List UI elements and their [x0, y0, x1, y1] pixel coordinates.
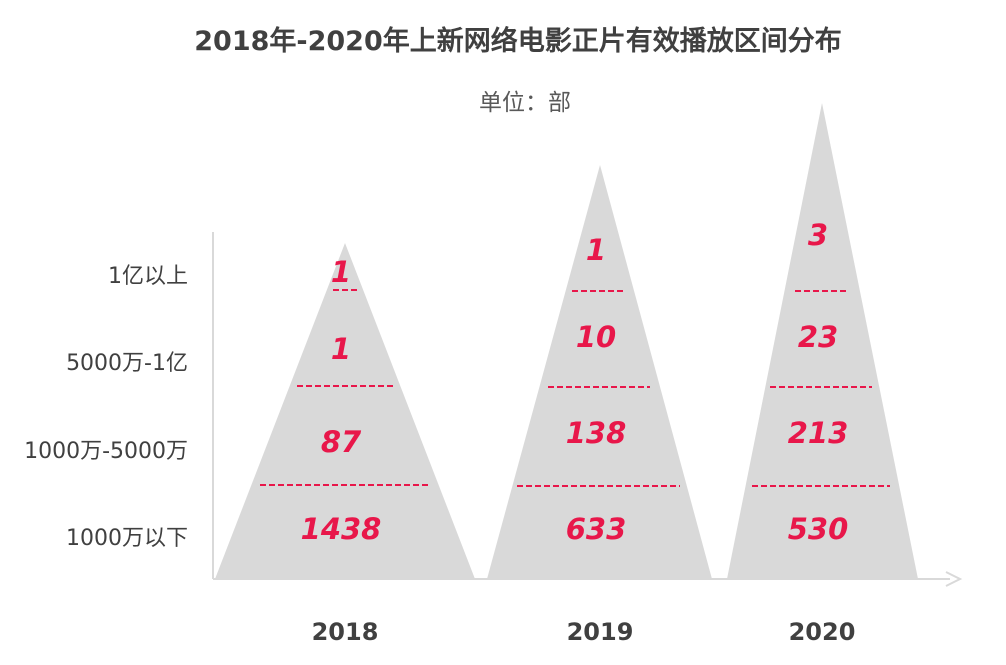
category-label: 1000万以下 — [66, 526, 188, 551]
value-label: 1 — [586, 233, 606, 267]
pyramid-2020 — [727, 103, 918, 579]
pyramid-2018 — [215, 243, 475, 579]
unit-label: 单位：部 — [479, 90, 571, 116]
category-label: 5000万-1亿 — [66, 351, 188, 376]
value-label: 23 — [798, 320, 838, 354]
year-label: 2018 — [312, 618, 379, 646]
x-axis-arrow-icon — [945, 571, 963, 587]
value-label: 10 — [576, 320, 616, 354]
value-label: 1 — [331, 255, 351, 289]
chart-title: 2018年-2020年上新网络电影正片有效播放区间分布 — [194, 25, 842, 57]
value-label: 138 — [566, 416, 627, 450]
value-label: 633 — [566, 512, 627, 546]
year-label: 2020 — [789, 618, 856, 646]
category-label: 1000万-5000万 — [24, 439, 188, 464]
value-label: 213 — [788, 416, 849, 450]
category-label: 1亿以上 — [108, 264, 188, 289]
value-label: 3 — [808, 218, 828, 252]
value-label: 1 — [331, 332, 351, 366]
year-label: 2019 — [567, 618, 634, 646]
pyramid-2019 — [487, 165, 712, 579]
value-label: 530 — [788, 512, 849, 546]
value-label: 87 — [321, 425, 362, 459]
value-label: 1438 — [301, 512, 382, 546]
